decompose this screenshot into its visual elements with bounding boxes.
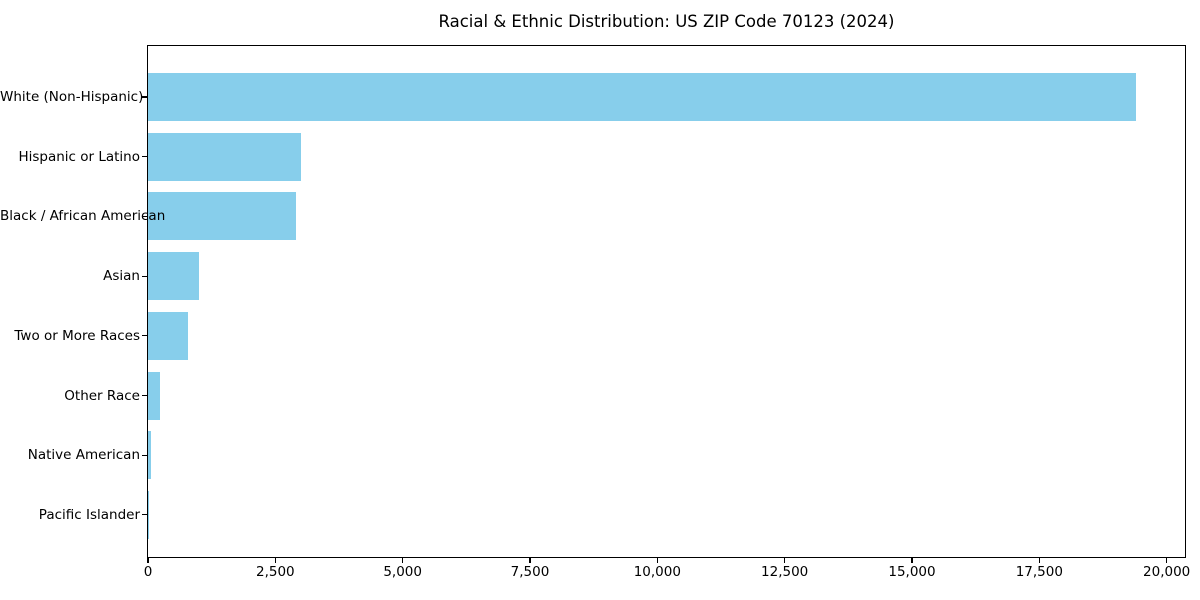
- x-tick-mark: [529, 558, 531, 563]
- y-tick-mark: [142, 156, 147, 158]
- bar-two-or-more-races: [148, 311, 188, 360]
- y-axis-label-pacific-islander: Pacific Islander: [38, 506, 140, 523]
- bar-white-non-hispanic: [148, 73, 1137, 121]
- x-axis-tick-label: 17,500: [1015, 564, 1063, 580]
- x-axis-tick-label: 20,000: [1143, 564, 1191, 580]
- y-tick-mark: [142, 275, 147, 277]
- y-axis-label-black-african-american: Black / African American: [0, 208, 166, 225]
- x-tick-mark: [656, 558, 658, 563]
- bar-asian: [148, 252, 199, 301]
- x-axis-tick-label: 2,500: [256, 564, 295, 580]
- x-axis-tick-label: 0: [143, 564, 153, 580]
- x-tick-mark: [402, 558, 404, 563]
- plot-area: [147, 45, 1186, 558]
- x-tick-mark: [911, 558, 913, 563]
- x-tick-mark: [1166, 558, 1168, 563]
- bar-native-american: [148, 431, 152, 480]
- x-tick-mark: [784, 558, 786, 563]
- y-tick-mark: [142, 454, 147, 456]
- y-tick-mark: [142, 514, 147, 516]
- y-axis-label-asian: Asian: [103, 268, 140, 285]
- y-axis-label-two-or-more-races: Two or More Races: [14, 327, 140, 344]
- bar-black-african-american: [148, 192, 296, 241]
- y-axis-label-hispanic-or-latino: Hispanic or Latino: [18, 148, 140, 165]
- x-axis-tick-label: 15,000: [888, 564, 936, 580]
- y-tick-mark: [142, 215, 147, 217]
- y-tick-mark: [142, 96, 147, 98]
- y-tick-mark: [142, 394, 147, 397]
- y-axis-label-native-american: Native American: [27, 447, 140, 464]
- bar-other-race: [148, 371, 161, 420]
- chart-title: Racial & Ethnic Distribution: US ZIP Cod…: [438, 12, 895, 31]
- x-axis-tick-label: 12,500: [761, 564, 809, 580]
- y-axis-label-white-non-hispanic: White (Non-Hispanic): [0, 89, 144, 105]
- x-tick-mark: [1038, 558, 1040, 563]
- bar-hispanic-or-latino: [148, 132, 301, 181]
- x-tick-mark: [274, 558, 276, 563]
- x-axis-tick-label: 5,000: [383, 564, 422, 580]
- x-axis-tick-label: 7,500: [510, 564, 550, 580]
- bar-pacific-islander: [148, 490, 149, 539]
- y-axis-label-other-race: Other Race: [64, 387, 140, 404]
- x-axis-tick-label: 10,000: [633, 564, 681, 580]
- y-tick-mark: [142, 335, 147, 337]
- x-tick-mark: [147, 558, 149, 563]
